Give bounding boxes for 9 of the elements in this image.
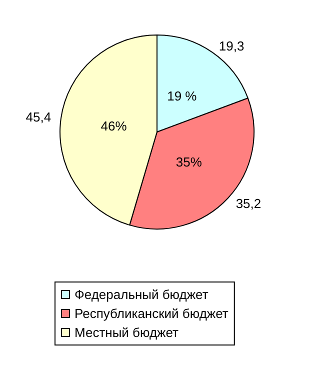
- legend-label: Республиканский бюджет: [74, 306, 228, 321]
- legend-label: Федеральный бюджет: [74, 287, 208, 302]
- text: 46%: [100, 118, 127, 134]
- data-label: 45,4: [26, 110, 52, 125]
- data-label: 35,2: [236, 196, 262, 212]
- legend-label: Местный бюджет: [74, 325, 179, 340]
- text: 19 %: [167, 88, 197, 104]
- data-label: 19,3: [218, 38, 244, 54]
- text: 35%: [176, 154, 202, 170]
